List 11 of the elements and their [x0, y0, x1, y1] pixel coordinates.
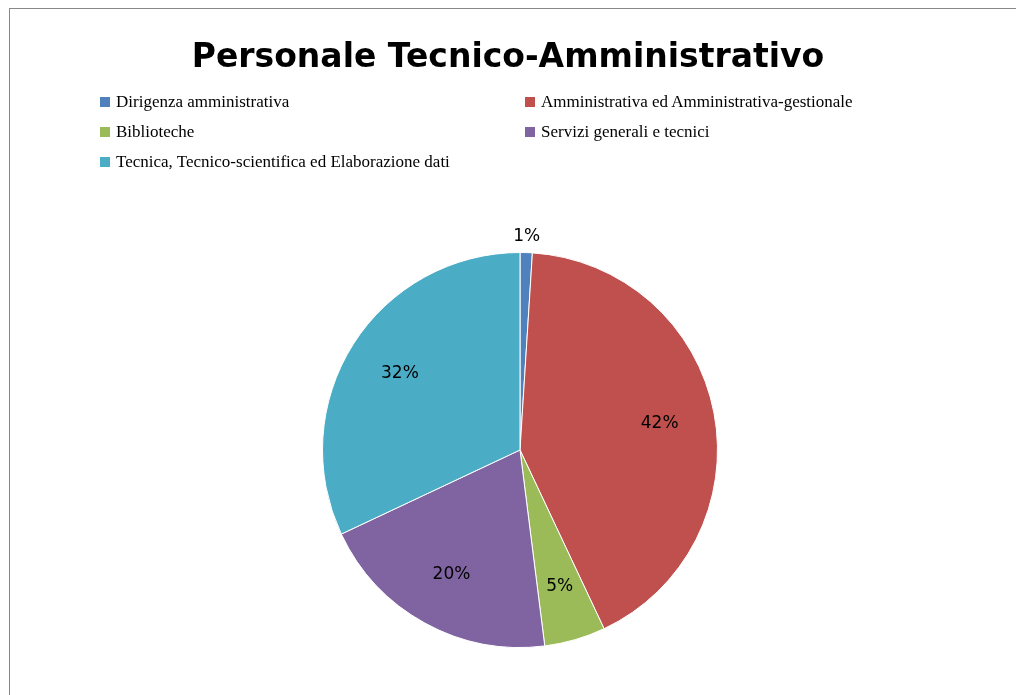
data-label: 20%: [432, 563, 471, 584]
legend-label: Amministrativa ed Amministrativa-gestionale: [541, 92, 853, 112]
legend-label: Tecnica, Tecnico-scientifica ed Elaborazione dati: [116, 152, 450, 172]
data-label: 32%: [381, 362, 419, 383]
legend-label: Dirigenza amministrativa: [116, 92, 290, 112]
chart-title: Personale Tecnico-Amministrativo: [190, 36, 826, 75]
legend-label: Servizi generali e tecnici: [541, 122, 710, 142]
data-label: 42%: [640, 411, 679, 432]
data-label: 5%: [546, 574, 574, 595]
legend-label: Biblioteche: [116, 122, 195, 142]
data-label: 1%: [513, 225, 541, 246]
